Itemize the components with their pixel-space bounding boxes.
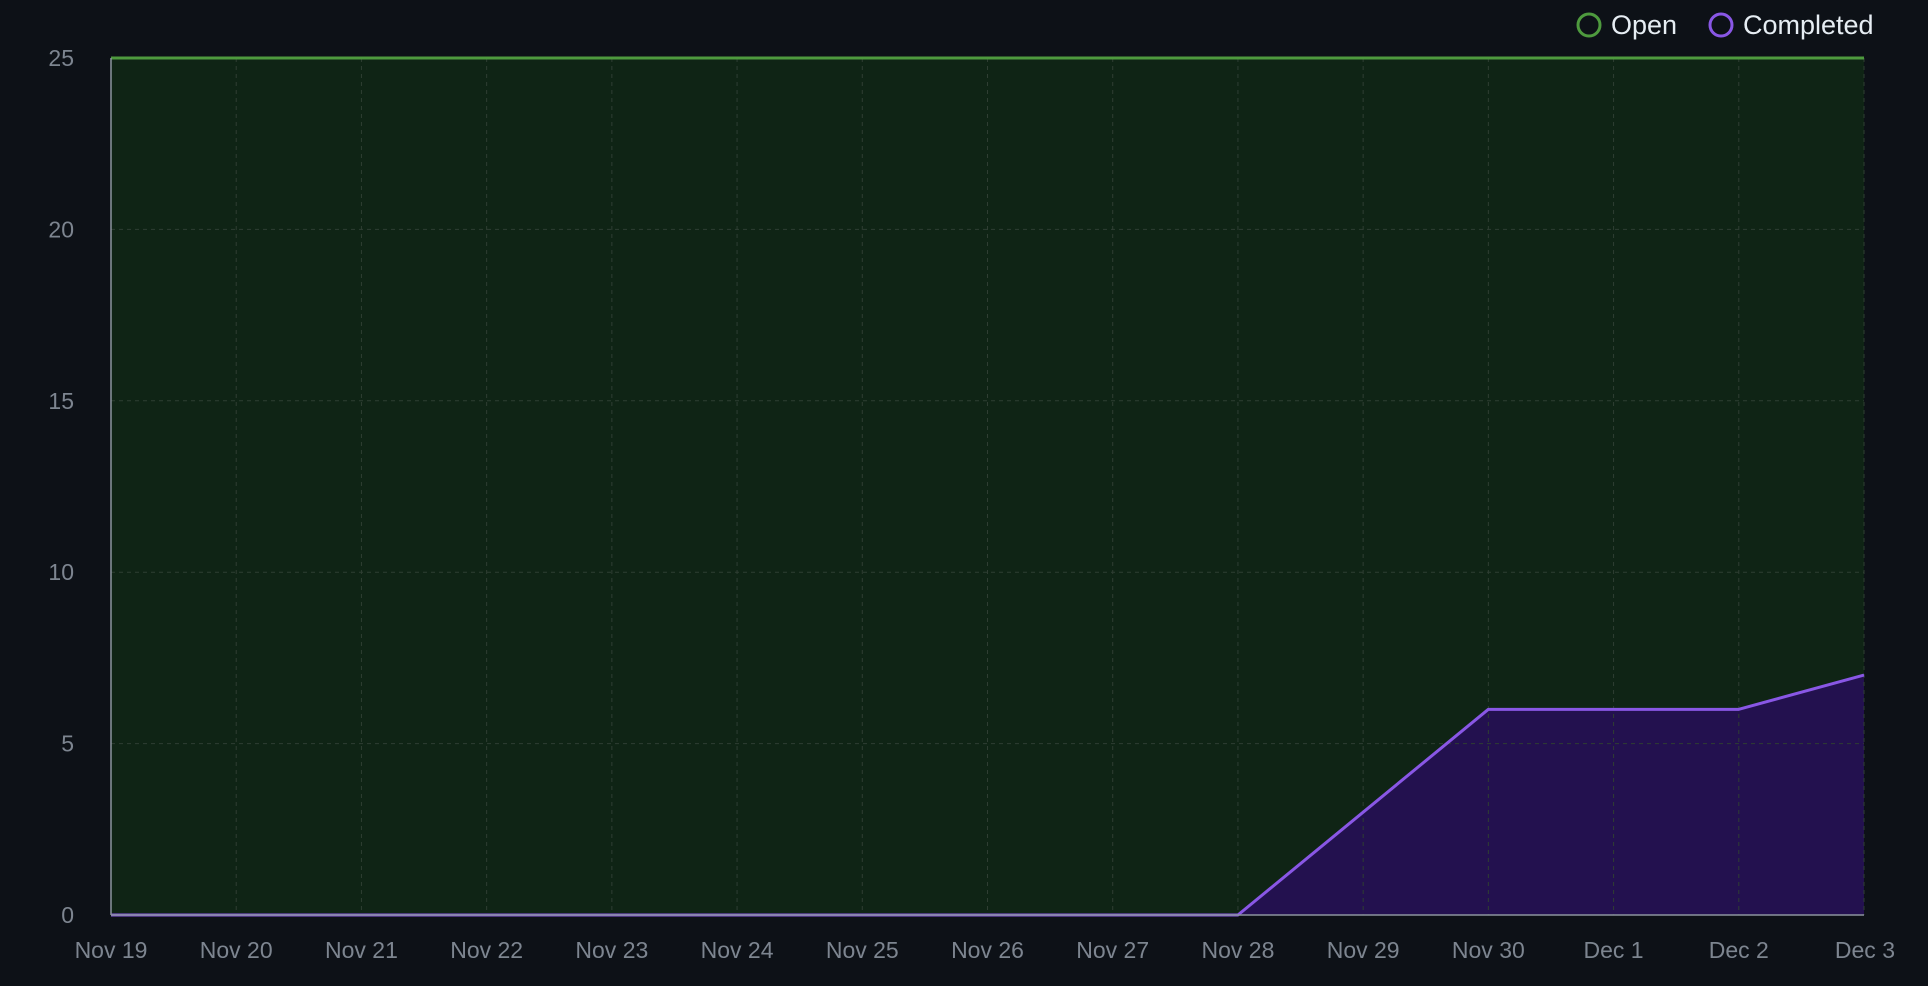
series-areas — [111, 58, 1864, 915]
y-tick-label: 10 — [48, 559, 74, 585]
x-tick-label: Nov 24 — [701, 937, 774, 963]
x-tick-label: Nov 25 — [826, 937, 899, 963]
area-completed — [111, 675, 1864, 915]
legend-marker-completed — [1708, 12, 1734, 38]
axes — [110, 58, 1864, 916]
x-tick-label: Nov 19 — [75, 937, 148, 963]
y-tick-label: 25 — [48, 45, 74, 71]
x-tick-label: Nov 30 — [1452, 937, 1525, 963]
x-tick-label: Nov 28 — [1201, 937, 1274, 963]
x-tick-label: Dec 3 — [1835, 937, 1895, 963]
legend-marker-open — [1576, 12, 1602, 38]
y-tick-label: 5 — [61, 731, 74, 757]
x-tick-labels: Nov 19 Nov 20 Nov 21 Nov 22 Nov 23 Nov 24 Nov … — [75, 937, 1895, 963]
y-tick-labels: 0 5 10 15 20 25 — [48, 45, 74, 928]
y-tick-label: 15 — [48, 388, 74, 414]
x-tick-label: Nov 26 — [951, 937, 1024, 963]
grid-overlay — [111, 57, 1865, 915]
legend-label-completed: Completed — [1743, 10, 1874, 40]
area-open — [111, 58, 1864, 915]
y-tick-label: 20 — [48, 216, 74, 242]
legend: Open Completed — [1576, 10, 1874, 40]
x-tick-label: Dec 2 — [1709, 937, 1769, 963]
x-tick-label: Dec 1 — [1584, 937, 1644, 963]
legend-label-open: Open — [1611, 10, 1677, 40]
x-tick-label: Nov 23 — [575, 937, 648, 963]
x-tick-label: Nov 21 — [325, 937, 398, 963]
y-tick-label: 0 — [61, 902, 74, 928]
x-tick-label: Nov 27 — [1076, 937, 1149, 963]
x-tick-label: Nov 29 — [1327, 937, 1400, 963]
x-tick-label: Nov 20 — [200, 937, 273, 963]
x-tick-label: Nov 22 — [450, 937, 523, 963]
